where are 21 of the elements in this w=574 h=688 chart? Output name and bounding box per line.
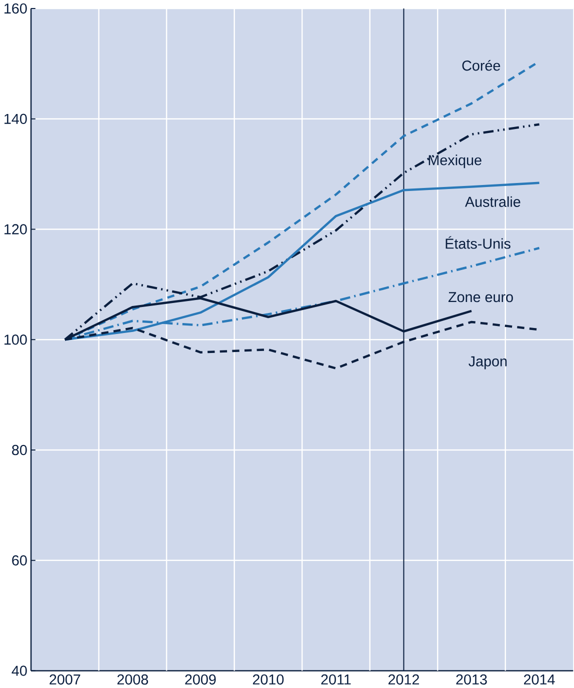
text: Japon <box>468 356 507 370</box>
series-label: États-Unis <box>446 236 511 249</box>
series-label: Mexique <box>428 154 482 168</box>
y-tick-label: 140 <box>4 114 27 124</box>
x-tick-label: 2008 <box>118 674 148 685</box>
y-tick-label: 60 <box>12 555 27 566</box>
x-tick-label: 2009 <box>185 674 216 685</box>
y-tick-label: 100 <box>4 334 27 345</box>
y-tick-label: 40 <box>12 666 27 676</box>
x-tick-label: 2011 <box>321 674 351 685</box>
y-tick-label: 80 <box>12 444 27 456</box>
x-tick-label: 2013 <box>456 674 487 685</box>
series-label: Australie <box>465 196 520 207</box>
x-tick-label: 2007 <box>50 674 80 685</box>
y-tick-label: 120 <box>4 224 27 234</box>
x-tick-label: 2014 <box>524 674 555 685</box>
x-tick-label: 2010 <box>253 674 284 685</box>
series-label: Corée <box>462 60 500 71</box>
y-tick-label: 160 <box>4 3 27 14</box>
x-tick-label: 2012 <box>388 674 420 685</box>
series-label: Zone euro <box>448 292 514 302</box>
